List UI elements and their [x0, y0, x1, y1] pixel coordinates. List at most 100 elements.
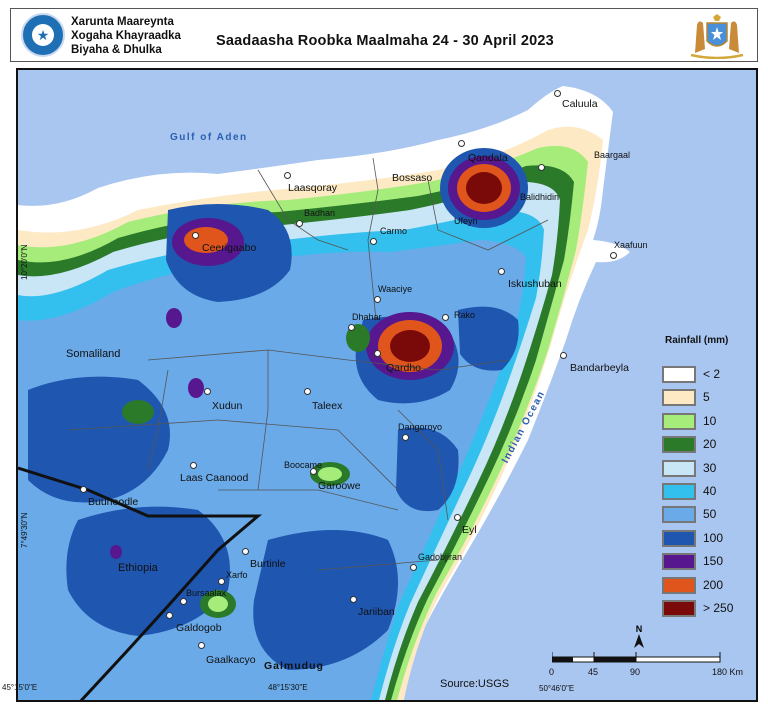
north-arrow: N — [634, 624, 644, 652]
buuhoodle-label: Buuhoodle — [88, 496, 139, 508]
organization-name: Xarunta Maareynta Xogaha Khayraadka Biya… — [71, 16, 181, 56]
scale-bar — [552, 652, 721, 663]
legend-swatch — [662, 600, 696, 617]
latitude-label-south: 7°49'30"N — [20, 512, 29, 548]
xudun-marker — [204, 388, 211, 395]
legend-item: 30 — [662, 459, 762, 480]
iskushuban-label: Iskushuban — [508, 278, 562, 290]
legend-item: 150 — [662, 553, 762, 573]
bandarbeyla-label: Bandarbeyla — [570, 362, 629, 374]
laas-caanood-label: Laas Caanood — [180, 472, 249, 484]
galmudug-label: Galmudug — [264, 660, 324, 672]
rako-marker — [442, 314, 449, 321]
waaciye-label: Waaciye — [378, 284, 413, 294]
bandarbeyla-marker — [560, 352, 567, 359]
legend-swatch — [662, 436, 696, 454]
somaliland-label: Somaliland — [66, 348, 121, 360]
legend-swatch — [662, 366, 696, 383]
legend-swatch — [662, 412, 696, 430]
legend-item: 200 — [662, 576, 762, 597]
map-title: Saadaasha Roobka Maalmaha 24 - 30 April … — [216, 33, 554, 49]
legend-swatch — [662, 529, 696, 547]
legend-item: > 250 — [662, 600, 762, 620]
bossaso-label: Bossaso — [392, 172, 433, 184]
waaciye-marker — [374, 296, 381, 303]
scale-tick-45: 45 — [588, 667, 599, 677]
dhahar-marker — [348, 324, 355, 331]
legend-label: 150 — [703, 554, 724, 569]
dangoroyo-label: Dangoroyo — [398, 422, 443, 432]
ufeyn-label: Ufeyn — [454, 216, 478, 226]
north-arrow-icon — [634, 634, 644, 648]
taleex-marker — [304, 388, 311, 395]
dangoroyo-marker — [402, 434, 409, 441]
legend-item: 20 — [662, 436, 762, 456]
legend-label: 100 — [703, 530, 724, 545]
laasqoray-marker — [284, 172, 291, 179]
scale-tick-90: 90 — [630, 667, 641, 677]
legend-label: 5 — [703, 390, 710, 405]
burtinle-marker — [242, 548, 249, 555]
legend-swatch — [662, 506, 696, 524]
legend-item: 100 — [662, 529, 762, 550]
jariiban-label: Jariiban — [358, 606, 395, 618]
carmo-marker — [370, 238, 377, 245]
gadobjiran-label: Gadobjiran — [418, 552, 463, 562]
xudun-label: Xudun — [212, 400, 243, 412]
xaafuun-label: Xaafuun — [614, 240, 648, 250]
longitude-label-mid: 48°15'30"E — [268, 683, 308, 692]
ethiopia-label: Ethiopia — [118, 562, 158, 574]
xaafuun-marker — [610, 252, 617, 259]
eyl-marker — [454, 514, 461, 521]
iskushuban-marker — [498, 268, 505, 275]
burtinle-label: Burtinle — [250, 558, 286, 570]
legend-item: < 2 — [662, 366, 762, 386]
legend-label: 30 — [703, 460, 717, 475]
legend-item: 50 — [662, 506, 762, 526]
carmo-label: Carmo — [380, 226, 408, 236]
map-header: ★ Xarunta Maareynta Xogaha Khayraadka Bi… — [10, 8, 758, 62]
legend-swatch — [662, 389, 696, 407]
taleex-label: Taleex — [312, 400, 343, 412]
galdogob-marker — [166, 612, 173, 619]
legend-item: 40 — [662, 483, 762, 503]
legend-item: 10 — [662, 412, 762, 433]
gaalkacyo-marker — [198, 642, 205, 649]
laas-caanood-marker — [190, 462, 197, 469]
dhahar-label: Dhahar — [352, 312, 382, 322]
bossaso-marker — [458, 140, 465, 147]
garoowe-marker — [310, 468, 317, 475]
legend-item: 5 — [662, 389, 762, 409]
eyl-label: Eyl — [462, 524, 477, 536]
rainfall-forecast-map: Gulf of Aden Indian Ocean Caluula Baarga… — [16, 68, 758, 702]
legend-label: < 2 — [703, 367, 721, 381]
legend-swatch — [662, 576, 696, 594]
buuhoodle-marker — [80, 486, 87, 493]
north-label: N — [635, 624, 643, 634]
bursaalax-label: Bursaalax — [186, 588, 227, 598]
caluula-label: Caluula — [562, 98, 598, 110]
coat-of-arms-emblem — [690, 14, 744, 59]
legend-title: Rainfall (mm) — [665, 335, 729, 346]
scale-tick-180: 180 Km — [712, 667, 744, 677]
legend-swatch — [662, 459, 696, 477]
galdogob-label: Galdogob — [176, 622, 222, 634]
legend-swatch — [662, 483, 696, 500]
data-source: Source:USGS — [440, 678, 510, 690]
garoowe-label: Garoowe — [318, 480, 361, 492]
legend-label: 20 — [703, 437, 717, 452]
baargaal-label: Baargaal — [594, 150, 631, 160]
rainfall-surface — [18, 70, 756, 700]
qardho-label: Qardho — [386, 362, 422, 374]
longitude-label-west: 45°15'0"E — [2, 683, 38, 692]
gadobjiran-marker — [410, 564, 417, 571]
ceerigaabo-marker — [192, 232, 199, 239]
xarfo-label: Xarfo — [226, 570, 248, 580]
ceerigaabo-label: Ceerigaabo — [202, 242, 257, 254]
qandala-marker — [538, 164, 545, 171]
badhan-marker — [296, 220, 303, 227]
latitude-label-north: 10°20'0"N — [20, 244, 29, 280]
ministry-logo: ★ — [21, 13, 65, 57]
gulf-of-aden-label: Gulf of Aden — [170, 132, 248, 143]
legend-swatch — [662, 553, 696, 571]
